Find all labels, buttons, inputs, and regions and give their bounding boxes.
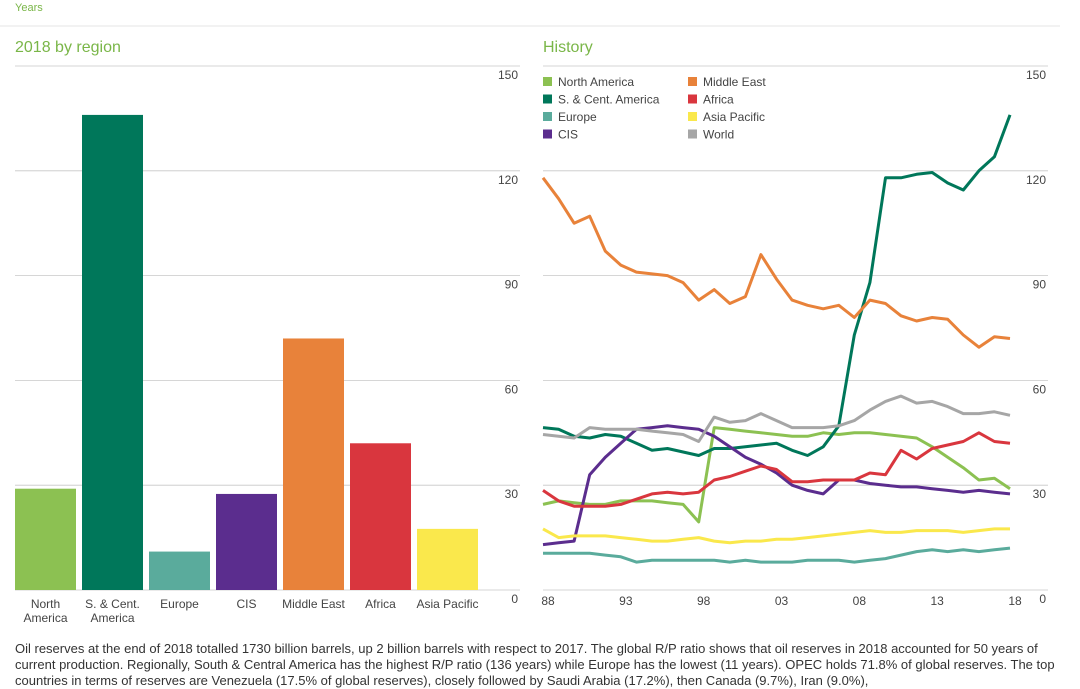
legend-label: Middle East bbox=[703, 75, 766, 89]
bar bbox=[216, 493, 277, 590]
y-tick-label: 150 bbox=[498, 68, 518, 82]
y-tick-label: 90 bbox=[505, 278, 519, 292]
y-tick-label: 0 bbox=[511, 592, 518, 606]
legend-label: Africa bbox=[703, 93, 734, 107]
x-tick-label: 18 bbox=[1008, 594, 1022, 608]
legend-label: North America bbox=[558, 75, 634, 89]
legend-label: World bbox=[703, 128, 734, 142]
x-tick-label: S. & Cent. America bbox=[85, 597, 140, 625]
series-line bbox=[542, 426, 1011, 524]
x-tick-label: 13 bbox=[930, 594, 944, 608]
bar bbox=[15, 488, 76, 590]
y-tick-label: 60 bbox=[1033, 382, 1047, 396]
y-tick-label: 90 bbox=[1033, 278, 1047, 292]
legend-label: CIS bbox=[558, 128, 578, 142]
legend-swatch bbox=[688, 94, 697, 104]
bar bbox=[283, 338, 344, 590]
y-tick-label: 150 bbox=[1026, 68, 1046, 82]
y-tick-label: 30 bbox=[1033, 487, 1047, 501]
legend-swatch bbox=[688, 112, 697, 121]
y-tick-label: 30 bbox=[505, 487, 519, 501]
bar bbox=[82, 114, 143, 590]
x-tick-label: Middle East bbox=[282, 597, 345, 611]
series-line bbox=[542, 424, 1011, 547]
series-line bbox=[541, 176, 1011, 349]
x-tick-label: CIS bbox=[236, 597, 257, 611]
series-line bbox=[542, 431, 1011, 508]
x-tick-label: 93 bbox=[619, 594, 633, 608]
legend-swatch bbox=[543, 77, 552, 86]
y-tick-label: 120 bbox=[498, 173, 518, 187]
x-tick-label: 03 bbox=[775, 594, 789, 608]
x-tick-label: Asia Pacific bbox=[416, 597, 479, 611]
legend-swatch bbox=[543, 112, 552, 121]
series-line bbox=[542, 114, 1012, 457]
unit-label: Years bbox=[15, 2, 43, 14]
bar bbox=[149, 551, 210, 590]
x-tick-label: 98 bbox=[697, 594, 711, 608]
x-tick-label: Europe bbox=[160, 597, 199, 611]
legend-swatch bbox=[543, 129, 552, 139]
legend-label: Asia Pacific bbox=[703, 110, 765, 124]
legend-swatch bbox=[688, 129, 697, 139]
y-tick-label: 60 bbox=[505, 382, 519, 396]
series-line bbox=[543, 546, 1011, 564]
charts: 0 30 60 90 120 150 0 30 60 90 120 150 88 93 98 03 08 13 18… bbox=[0, 25, 1060, 608]
description: Oil reserves at the end of 2018 totalled… bbox=[15, 641, 1055, 688]
x-tick-label: 08 bbox=[853, 594, 867, 608]
bar bbox=[417, 528, 478, 590]
legend-label: Europe bbox=[558, 110, 597, 124]
x-tick-label: North America bbox=[23, 597, 68, 625]
series-line bbox=[542, 527, 1010, 545]
x-tick-label: Africa bbox=[365, 597, 396, 611]
x-tick-label: 88 bbox=[541, 594, 555, 608]
y-tick-label: 120 bbox=[1026, 173, 1046, 187]
chart-title: 2018 by region bbox=[15, 39, 121, 56]
series-line bbox=[542, 394, 1011, 443]
legend-swatch bbox=[543, 94, 552, 104]
y-tick-label: 0 bbox=[1039, 592, 1046, 606]
bar bbox=[350, 443, 411, 590]
legend-label: S. & Cent. America bbox=[558, 93, 660, 107]
legend-swatch bbox=[688, 77, 697, 86]
chart-title: History bbox=[543, 39, 593, 56]
